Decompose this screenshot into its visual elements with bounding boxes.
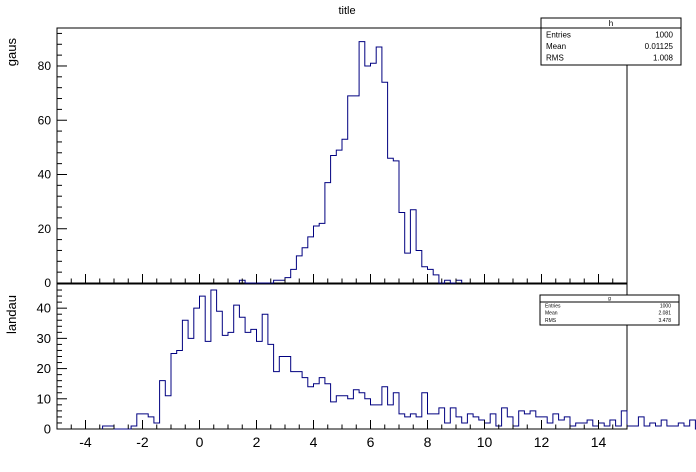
y-tick-label: 20 [38,222,52,236]
bottom-y-axis: 0 10 20 30 40 [37,283,67,437]
top-stats-value: 1000 [655,31,673,40]
x-tick-label: -2 [136,434,149,450]
y-tick-label: 10 [37,391,51,406]
gaus-histogram-series [238,41,463,284]
top-stats-value: 0.01125 [645,42,674,51]
x-tick-label: 10 [477,434,493,450]
top-panel: 0 20 40 60 80 gaus h Entries 1000 Mean 0.011… [4,17,682,290]
x-tick-label: 4 [310,434,318,450]
bottom-stats-value: 3.478 [658,318,671,324]
bottom-stats-value: 1000 [660,303,671,309]
y-tick-label: 0 [44,276,51,290]
x-tick-label: 14 [591,434,607,450]
x-tick-label: 6 [367,434,375,450]
top-histogram [238,41,463,284]
bottom-histogram [102,289,696,430]
top-stats-box: h Entries 1000 Mean 0.01125 RMS 1.008 [540,17,682,66]
y-tick-label: 20 [37,361,51,376]
bottom-x-axis: -4 -2 0 2 4 6 8 10 12 14 [56,420,628,450]
top-stats-label: Mean [546,42,566,51]
top-y-axis-label: gaus [4,38,19,67]
x-tick-label: 0 [196,434,204,450]
y-tick-label: 40 [37,301,51,316]
top-stats-name: h [609,19,613,28]
bottom-stats-name: g [608,296,611,302]
bottom-stats-box: g Entries 1000 Mean 2.081 RMS 3.478 [539,294,680,326]
chart-title: title [338,5,355,17]
landau-histogram-series [102,289,696,430]
x-tick-label: 12 [534,434,550,450]
bottom-stats-value: 2.081 [658,311,671,317]
bottom-stats-label: Mean [545,311,558,317]
x-tick-label: 8 [424,434,432,450]
top-y-axis: 0 20 40 60 80 [38,32,67,290]
y-tick-label: 40 [38,168,52,182]
bottom-stats-label: RMS [545,318,557,324]
y-tick-label: 0 [44,422,51,437]
bottom-stats-label: Entries [545,303,561,309]
y-tick-label: 60 [38,113,52,127]
top-stats-label: Entries [546,31,571,40]
bottom-panel: 0 10 20 30 40 -4 -2 0 2 4 6 8 10 12 14 landau g Entri… [4,283,696,450]
top-stats-value: 1.008 [653,54,674,63]
top-x-axis [56,274,628,283]
x-tick-label: 2 [253,434,261,450]
x-tick-label: -4 [79,434,92,450]
y-tick-label: 30 [37,331,51,346]
y-tick-label: 80 [38,59,52,73]
top-stats-label: RMS [546,54,564,63]
top-stats-box-frame [540,17,682,66]
bottom-stats-box-frame [539,294,680,326]
bottom-y-axis-label: landau [4,295,19,334]
